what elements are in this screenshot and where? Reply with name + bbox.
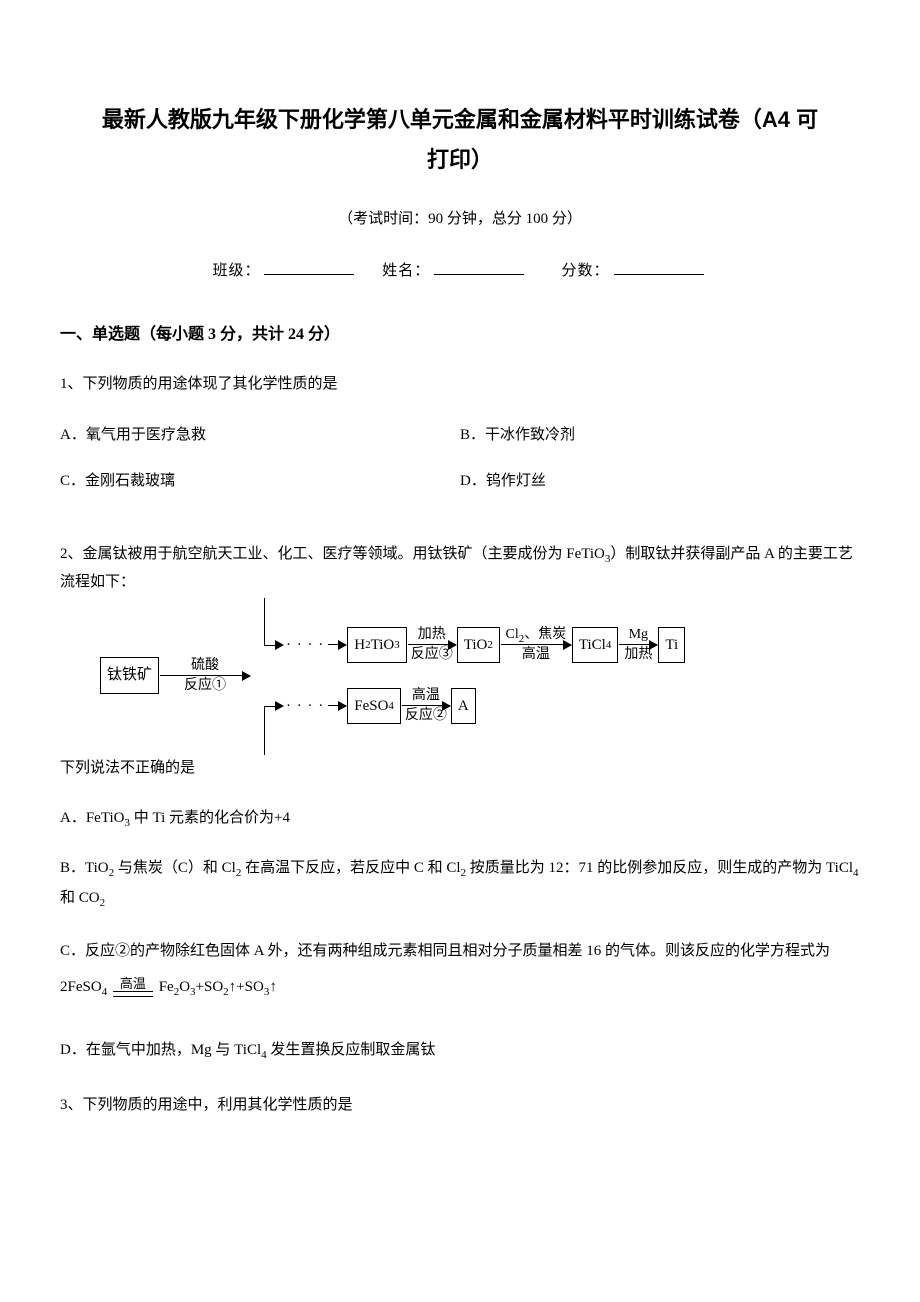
q2-option-c: C．反应②的产物除红色固体 A 外，还有两种组成元素相同且相对分子质量相差 16… bbox=[60, 933, 860, 1005]
q1-option-c: C．金刚石裁玻璃 bbox=[60, 467, 460, 496]
flow-arrow-2: 加热 反应③ bbox=[408, 627, 456, 663]
flow-box-tio2: TiO2 bbox=[457, 627, 500, 664]
arrow3-b: 、焦炭 bbox=[524, 627, 566, 642]
q1-options: A．氧气用于医疗急救 B．干冰作致冷剂 C．金刚石裁玻璃 D．钨作灯丝 bbox=[60, 421, 860, 514]
q2-stem: 2、金属钛被用于航空航天工业、化工、医疗等领域。用钛铁矿（主要成份为 FeTiO… bbox=[60, 540, 860, 597]
flow-box-h2tio3: H2TiO3 bbox=[347, 627, 406, 664]
flow-arrow-dots-bottom bbox=[328, 688, 346, 724]
q2c-3: O bbox=[179, 979, 190, 995]
flow-dots-bottom: · · · · bbox=[286, 692, 324, 721]
section-1-heading: 一、单选题（每小题 3 分，共计 24 分） bbox=[60, 320, 860, 344]
arrow4-above: Mg bbox=[629, 627, 648, 642]
q2a-1: A．FeTiO bbox=[60, 810, 124, 826]
q2b-4: 按质量比为 12：71 的比例参加反应，则生成的产物为 TiCl bbox=[466, 860, 853, 876]
page-title: 最新人教版九年级下册化学第八单元金属和金属材料平时训练试卷（A4 可 打印） bbox=[60, 100, 860, 179]
flow-box-feso4: FeSO4 bbox=[347, 688, 401, 725]
arrow1-above: 硫酸 bbox=[191, 658, 219, 673]
q2b-1: B．TiO bbox=[60, 860, 109, 876]
q2-option-b: B．TiO2 与焦炭（C）和 Cl2 在高温下反应，若反应中 C 和 Cl2 按… bbox=[60, 853, 860, 913]
arrow2-above: 加热 bbox=[418, 627, 446, 642]
flow-arrow-3: Cl2、焦炭 高温 bbox=[501, 627, 571, 663]
flow-box-ti: Ti bbox=[658, 627, 685, 664]
exam-info: （考试时间：90 分钟，总分 100 分） bbox=[60, 207, 860, 228]
arrow3-above: Cl2、焦炭 bbox=[505, 627, 566, 642]
q2-option-a: A．FeTiO3 中 Ti 元素的化合价为+4 bbox=[60, 803, 860, 833]
question-2: 2、金属钛被用于航空航天工业、化工、医疗等领域。用钛铁矿（主要成份为 FeTiO… bbox=[60, 540, 860, 1065]
q2c-5: ↑+SO bbox=[229, 979, 264, 995]
arrow3-a: Cl bbox=[505, 627, 518, 642]
q2c-cond: 高温 bbox=[120, 977, 146, 990]
flow-box-start: 钛铁矿 bbox=[100, 657, 159, 694]
flow-arrow-5: 高温 反应② bbox=[402, 688, 450, 724]
arrow1-below: 反应① bbox=[184, 678, 226, 693]
q2a-2: 中 Ti 元素的化合价为+4 bbox=[130, 810, 290, 826]
q2b-s4: 4 bbox=[853, 867, 859, 879]
tio2-a: TiO bbox=[464, 631, 488, 660]
flow-arrow-4: Mg 加热 bbox=[619, 627, 657, 663]
arrow5-below: 反应② bbox=[405, 708, 447, 723]
reaction-condition-icon: 高温 bbox=[113, 977, 153, 997]
question-1: 1、下列物质的用途体现了其化学性质的是 A．氧气用于医疗急救 B．干冰作致冷剂 … bbox=[60, 370, 860, 514]
name-label: 姓名： bbox=[382, 263, 430, 279]
score-label: 分数： bbox=[562, 263, 610, 279]
arrow5-above: 高温 bbox=[412, 688, 440, 703]
q2b-5: 和 CO bbox=[60, 890, 100, 906]
flow-dots-top: · · · · bbox=[286, 631, 324, 660]
h2tio3-b: TiO bbox=[371, 631, 395, 660]
q2d-2: 发生置换反应制取金属钛 bbox=[267, 1042, 436, 1058]
name-blank bbox=[434, 258, 524, 275]
q1-option-a: A．氧气用于医疗急救 bbox=[60, 421, 460, 450]
q3-stem: 3、下列物质的用途中，利用其化学性质的是 bbox=[60, 1091, 860, 1120]
q1-option-b: B．干冰作致冷剂 bbox=[460, 421, 860, 450]
q1-option-d: D．钨作灯丝 bbox=[460, 467, 860, 496]
flow-box-ticl4: TiCl4 bbox=[572, 627, 618, 664]
arrow2-below: 反应③ bbox=[411, 647, 453, 662]
blanks-line: 班级： 姓名： 分数： bbox=[60, 258, 860, 280]
q2b-s5: 2 bbox=[100, 897, 106, 909]
q2b-3: 在高温下反应，若反应中 C 和 Cl bbox=[241, 860, 460, 876]
flow-arrow-dots-top bbox=[328, 627, 346, 663]
class-label: 班级： bbox=[212, 263, 260, 279]
class-blank bbox=[264, 258, 354, 275]
q2-option-d: D．在氩气中加热，Mg 与 TiCl4 发生置换反应制取金属钛 bbox=[60, 1035, 860, 1065]
h2tio3-a: H bbox=[354, 631, 365, 660]
q2-tail: 下列说法不正确的是 bbox=[60, 754, 860, 783]
title-line-1: 最新人教版九年级下册化学第八单元金属和金属材料平时训练试卷（A4 可 bbox=[60, 100, 860, 140]
flow-arrow-1: 硫酸 反应① bbox=[160, 658, 250, 694]
title-line-2: 打印） bbox=[60, 140, 860, 180]
q2c-s1: 4 bbox=[102, 986, 108, 998]
q2-flowchart: · · · · H2TiO3 加热 反应③ TiO2 bbox=[100, 627, 860, 725]
q2c-4: +SO bbox=[196, 979, 224, 995]
arrow3-below: 高温 bbox=[522, 647, 550, 662]
flow-row-bottom: · · · · FeSO4 高温 反应② A bbox=[264, 688, 860, 725]
feso4-a: FeSO bbox=[354, 692, 388, 721]
ticl4-a: TiCl bbox=[579, 631, 606, 660]
q2b-2: 与焦炭（C）和 Cl bbox=[114, 860, 236, 876]
exam-page: 最新人教版九年级下册化学第八单元金属和金属材料平时训练试卷（A4 可 打印） （… bbox=[0, 0, 920, 1179]
arrow4-below: 加热 bbox=[624, 647, 652, 662]
q2c-6: ↑ bbox=[269, 979, 277, 995]
question-3: 3、下列物质的用途中，利用其化学性质的是 bbox=[60, 1091, 860, 1120]
q1-stem: 1、下列物质的用途体现了其化学性质的是 bbox=[60, 370, 860, 399]
q2d-1: D．在氩气中加热，Mg 与 TiCl bbox=[60, 1042, 261, 1058]
q2c-2: Fe bbox=[159, 979, 174, 995]
score-blank bbox=[614, 258, 704, 275]
flow-box-a: A bbox=[451, 688, 476, 725]
q2-stem-a: 2、金属钛被用于航空航天工业、化工、医疗等领域。用钛铁矿（主要成份为 FeTiO bbox=[60, 546, 605, 562]
